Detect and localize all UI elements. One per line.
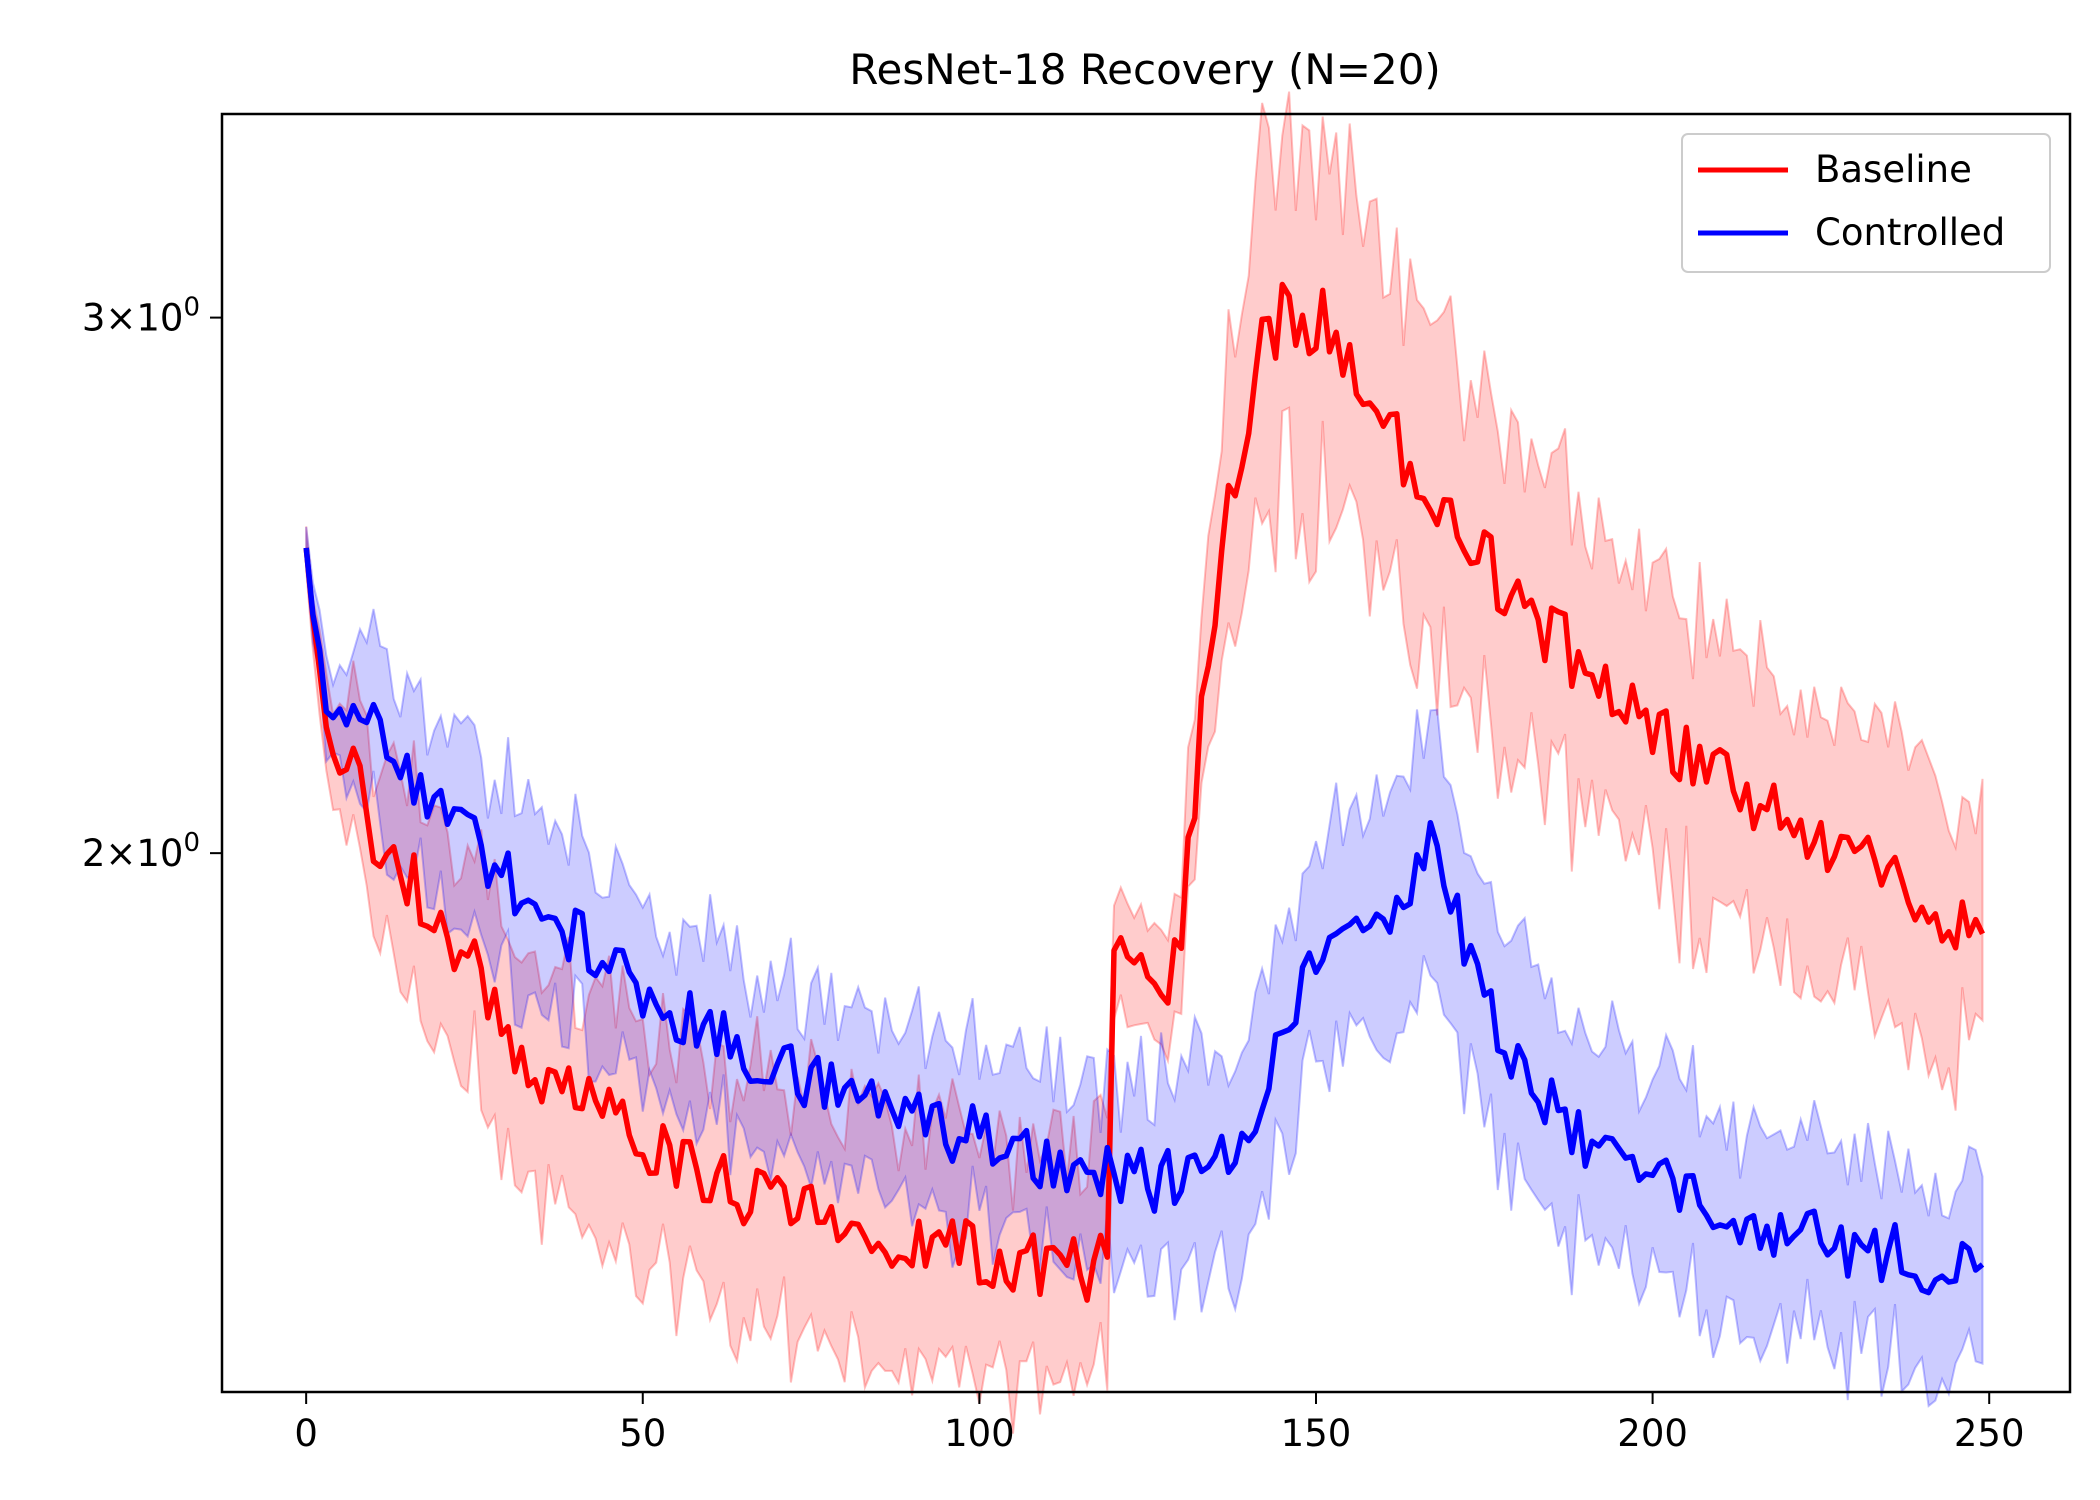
chart-title: ResNet-18 Recovery (N=20) bbox=[849, 45, 1441, 94]
x-tick-label-0: 0 bbox=[294, 1412, 318, 1455]
plot-area-frame bbox=[220, 112, 2072, 1394]
x-axis: 0 50 100 150 200 250 bbox=[294, 1392, 2025, 1455]
x-tick-label-100: 100 bbox=[944, 1412, 1015, 1455]
x-tick-label-150: 150 bbox=[1281, 1412, 1352, 1455]
x-tick-label-50: 50 bbox=[619, 1412, 666, 1455]
band-controlled bbox=[305, 526, 1984, 1408]
legend-label-controlled: Controlled bbox=[1815, 211, 2005, 254]
legend-label-baseline: Baseline bbox=[1815, 148, 1972, 191]
series-line-baseline bbox=[303, 281, 1985, 1303]
x-tick-label-250: 250 bbox=[1954, 1412, 2025, 1455]
series-lines bbox=[303, 281, 1985, 1303]
y-tick-label-3: 3×100 bbox=[82, 293, 200, 340]
x-tick-label-200: 200 bbox=[1617, 1412, 1688, 1455]
series-line-controlled bbox=[303, 547, 1985, 1296]
legend: Baseline Controlled bbox=[1681, 133, 2051, 273]
y-axis: 2×100 3×100 bbox=[82, 293, 222, 875]
y-tick-label-2: 2×100 bbox=[82, 828, 200, 875]
